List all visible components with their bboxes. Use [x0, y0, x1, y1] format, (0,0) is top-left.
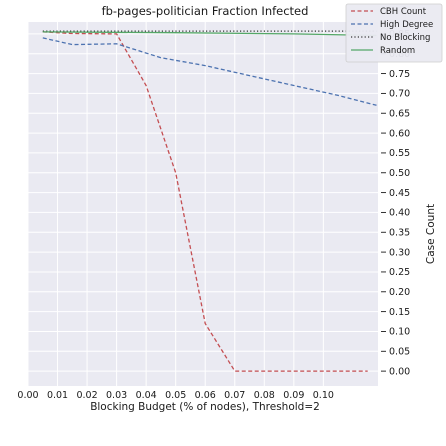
legend-box: [345, 3, 443, 63]
y-tick-label: 0.50: [389, 168, 410, 179]
x-tick-label: 0.07: [224, 390, 245, 401]
y-tick-label: 0.10: [389, 327, 410, 338]
y-tick-label: 0.60: [389, 128, 410, 139]
x-tick-label: 0.10: [313, 390, 334, 401]
chart-title: fb-pages-politician Fraction Infected: [102, 4, 309, 18]
y-tick-label: 0.20: [389, 287, 410, 298]
x-tick-label: 0.05: [165, 390, 186, 401]
y-tick-label: 0.35: [389, 228, 410, 239]
series-line-cbh-count: [42, 31, 368, 372]
x-tick-label: 0.02: [76, 390, 97, 401]
x-tick-label: 0.03: [106, 390, 127, 401]
y-tick-label: 0.70: [389, 89, 410, 100]
legend-label-random: Random: [380, 46, 415, 56]
x-tick-label: 0.06: [195, 390, 216, 401]
x-tick-label: 0.08: [254, 390, 275, 401]
legend-label-high-degree: High Degree: [380, 20, 433, 30]
series-line-random: [42, 31, 377, 37]
y-tick-label: 0.30: [389, 247, 410, 258]
y-axis-label: Case Count: [425, 204, 437, 264]
series-line-high-degree: [42, 37, 377, 106]
x-tick-label: 0.00: [17, 390, 38, 401]
y-tick-label: 0.00: [389, 366, 410, 377]
y-tick-label: 0.05: [389, 347, 410, 358]
x-tick-label: 0.01: [47, 390, 68, 401]
x-axis-ticks: 0.00 0.01 0.02 0.03 0.04 0.05 0.06 0.07 0.08 0.09…: [17, 390, 334, 401]
legend-label-cbh-count: CBH Count: [380, 7, 427, 17]
legend: CBH Count High Degree No Blocking Random: [345, 3, 443, 63]
y-tick-label: 0.75: [389, 69, 410, 80]
y-tick-label: 0.65: [389, 109, 410, 120]
x-tick-label: 0.04: [136, 390, 157, 401]
series-lines: [42, 30, 377, 372]
y-tick-label: 0.25: [389, 267, 410, 278]
legend-label-no-blocking: No Blocking: [380, 33, 430, 43]
x-tick-label: 0.09: [283, 390, 304, 401]
y-axis-ticks: 0.00 0.05 0.10 0.15 0.20 0.25 0.30 0.35 0.40 0.45…: [381, 29, 410, 377]
y-tick-label: 0.55: [389, 148, 410, 159]
plot-background: [28, 22, 378, 386]
y-tick-label: 0.40: [389, 208, 410, 219]
y-tick-label: 0.15: [389, 307, 410, 318]
y-tick-label: 0.45: [389, 188, 410, 199]
x-axis-label: Blocking Budget (% of nodes), Threshold=…: [90, 401, 320, 413]
